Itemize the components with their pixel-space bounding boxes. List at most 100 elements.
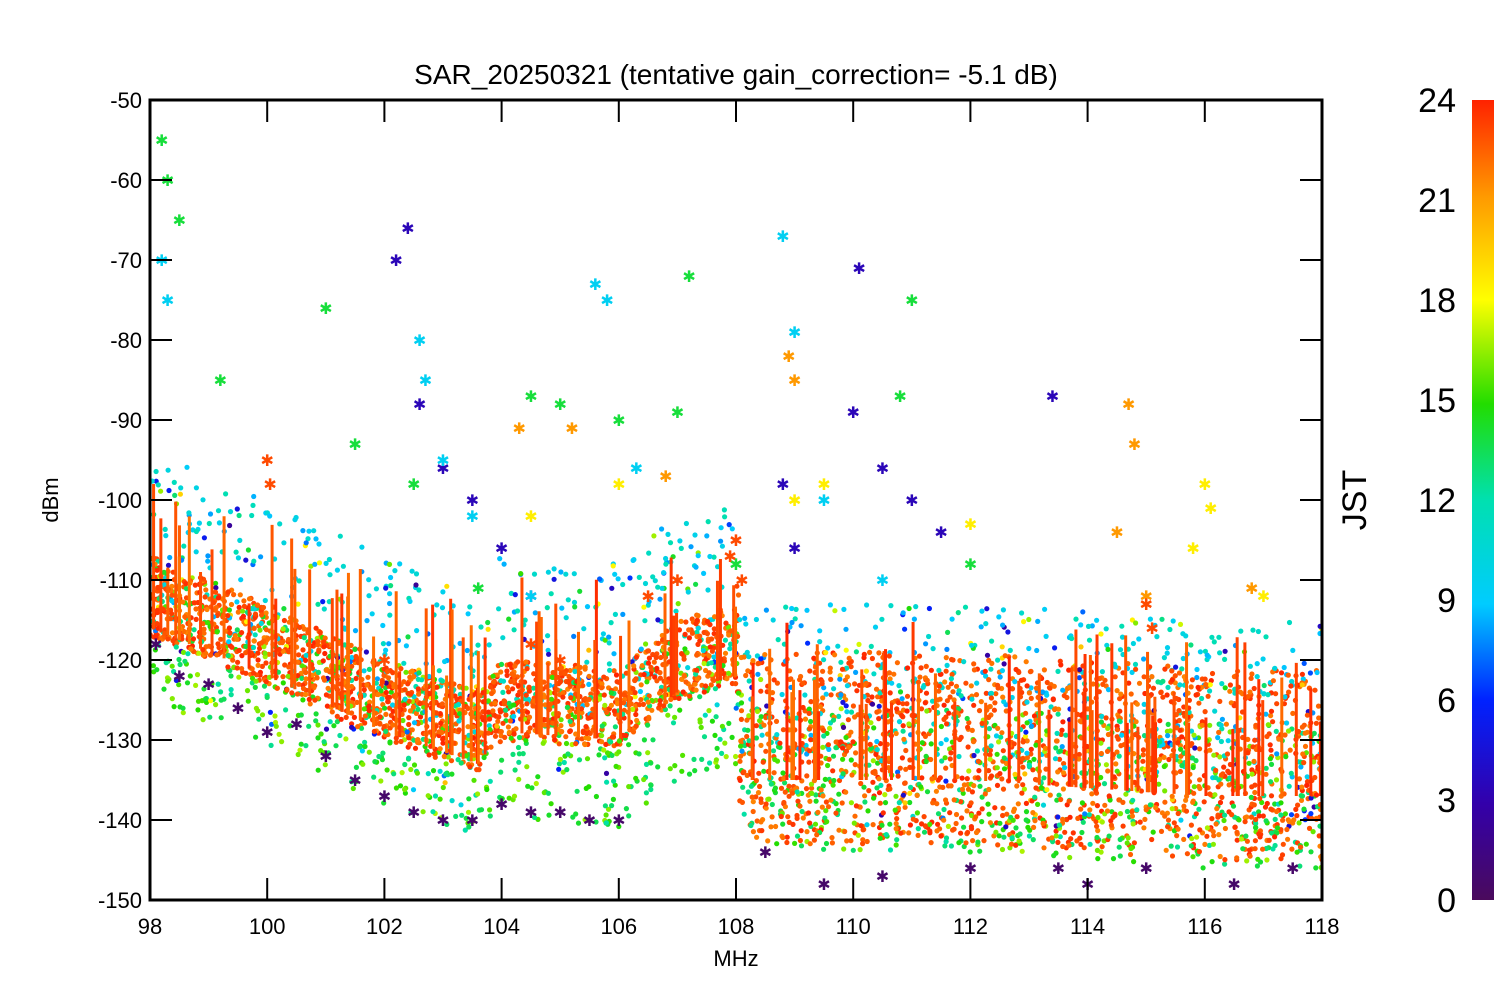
noise-point [366,749,372,755]
noise-point [316,648,322,655]
noise-point [726,720,732,727]
noise-point [678,545,684,552]
noise-point [478,624,484,630]
noise-point [516,776,522,783]
noise-point [939,758,945,764]
noise-point [840,771,846,777]
noise-point [758,656,764,662]
noise-point [1001,661,1007,667]
noise-point [1164,692,1170,698]
noise-point [406,698,412,704]
noise-point [1234,837,1240,843]
noise-point [173,644,179,650]
noise-point [169,592,175,598]
noise-point [351,714,357,721]
noise-point [852,813,858,819]
noise-point [663,555,669,562]
noise-point [366,703,372,709]
noise-point [1227,682,1233,688]
noise-point [869,655,876,662]
noise-point [322,650,328,657]
noise-point [564,704,571,711]
noise-point [948,843,955,849]
noise-point [956,840,962,846]
noise-point [459,812,465,818]
noise-point [1273,691,1279,697]
noise-point [894,660,901,666]
noise-point [1218,722,1224,728]
noise-point [1010,817,1016,823]
noise-point [1130,640,1136,647]
noise-point [739,748,745,754]
noise-point [896,800,902,806]
noise-point [821,685,827,691]
noise-point [646,655,653,661]
noise-point [777,740,783,746]
noise-point [838,706,844,712]
noise-point [1032,794,1038,800]
noise-point [378,778,384,784]
noise-point [487,813,493,819]
noise-point [1040,820,1046,827]
noise-point [1282,732,1288,738]
noise-point [167,554,173,561]
noise-point [894,706,900,712]
noise-point [631,663,637,669]
noise-point [437,796,443,802]
noise-point [808,718,814,725]
noise-point [754,653,761,659]
noise-point [513,726,519,732]
noise-point [1001,699,1007,705]
noise-point [757,783,763,790]
noise-point [165,562,172,568]
noise-point [820,783,826,789]
noise-point [230,657,236,663]
noise-point [244,688,251,694]
noise-point [510,751,516,758]
noise-point [301,635,307,641]
noise-point [789,619,795,626]
noise-point [924,708,930,714]
noise-point [397,561,403,567]
noise-point [988,695,995,701]
noise-point [927,821,933,828]
noise-point [1079,800,1085,806]
noise-point [665,712,671,718]
noise-point [1089,791,1095,797]
noise-point [974,748,981,754]
noise-point [1177,621,1184,628]
noise-point [387,739,393,745]
noise-point [1133,620,1139,626]
noise-point [497,709,504,715]
noise-point [1105,731,1111,738]
noise-point [1041,775,1047,781]
noise-point [1222,656,1228,663]
noise-point [945,684,951,690]
noise-point [805,640,811,646]
noise-point [638,697,644,703]
noise-point [999,776,1005,782]
noise-point [355,724,361,730]
noise-point [1295,802,1301,808]
noise-point [794,812,800,819]
noise-point [567,728,573,735]
noise-point [227,630,233,636]
noise-point [1103,626,1109,632]
noise-point [229,644,235,650]
noise-point [1134,807,1140,813]
noise-point [565,751,571,757]
noise-point [1105,725,1111,732]
noise-point [568,695,574,701]
noise-point [919,775,925,781]
noise-point [1047,792,1053,798]
noise-point [862,799,868,805]
noise-point [366,577,372,583]
noise-point [1077,667,1083,673]
noise-point [1201,799,1207,805]
noise-point [583,785,589,792]
noise-point [509,686,516,692]
noise-point [277,521,283,527]
noise-point [843,647,849,653]
noise-point [1255,856,1261,862]
noise-point [177,661,183,668]
